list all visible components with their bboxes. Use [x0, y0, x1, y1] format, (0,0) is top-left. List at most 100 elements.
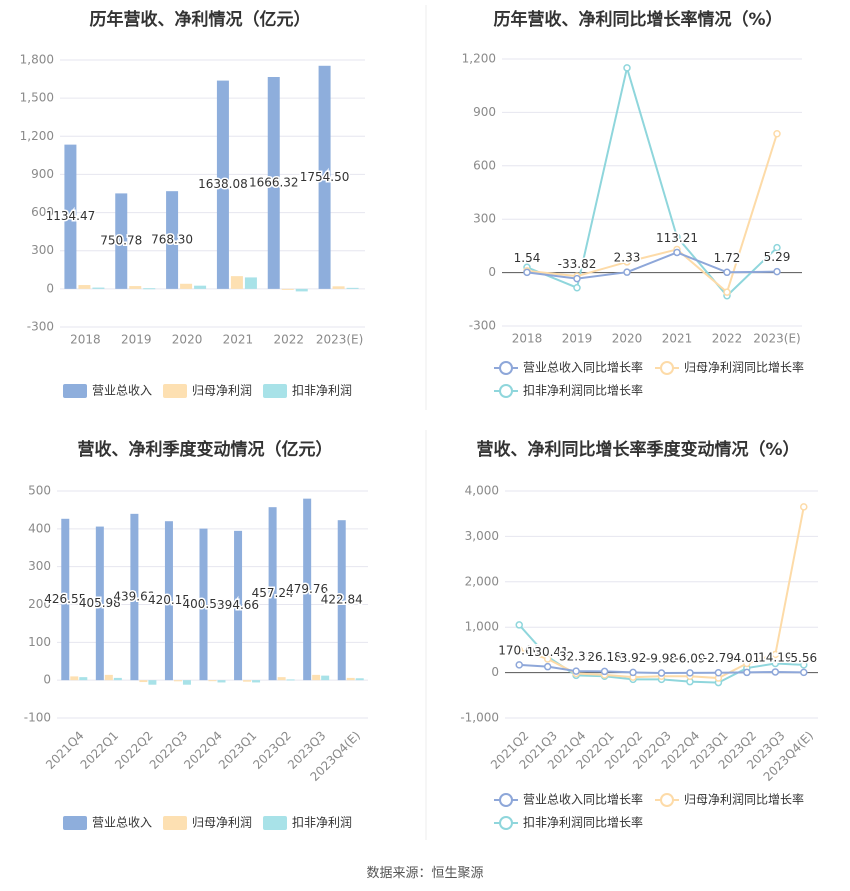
y-tick-label: 600 — [473, 158, 496, 172]
y-tick-label: 100 — [28, 635, 51, 649]
bar-revenue — [234, 530, 243, 681]
y-tick-label: 200 — [28, 597, 51, 611]
legend-marker — [499, 384, 513, 398]
bar-net-profit — [243, 680, 252, 682]
bar-deducted-profit — [148, 680, 157, 685]
bar-deducted-profit — [355, 678, 364, 681]
point-data-label: 170.66 — [498, 643, 540, 657]
data-point — [673, 233, 681, 241]
data-point — [686, 669, 694, 677]
data-point — [543, 662, 552, 671]
x-tick-label: 2021 — [662, 332, 693, 346]
bar-net-profit — [129, 286, 142, 289]
legend-swatch — [163, 384, 187, 398]
point-data-label: -2.79 — [703, 651, 734, 665]
y-tick-label: 600 — [31, 205, 54, 219]
point-data-label: 26.18 — [587, 650, 621, 664]
x-tick-label: 2021 — [223, 333, 254, 347]
bar-deducted-profit — [346, 287, 359, 289]
bar-net-profit — [173, 680, 182, 682]
data-point — [771, 650, 780, 659]
bar-data-label: 1754.50 — [300, 170, 350, 184]
legend-marker — [499, 361, 513, 375]
data-point — [773, 130, 781, 138]
data-point — [600, 667, 609, 676]
data-point — [800, 661, 808, 669]
quarterly-revenue-profit-bar-chart: 营收、净利季度变动情况（亿元）-10001002003004005002021Q… — [24, 439, 368, 830]
y-tick-label: 3,000 — [465, 529, 499, 543]
y-tick-label: 2,000 — [465, 574, 499, 588]
bar-net-profit — [346, 677, 355, 681]
bar-data-label: 1638.08 — [198, 177, 248, 191]
bar-net-profit — [180, 283, 193, 289]
point-data-label: 5.29 — [764, 250, 791, 264]
bar-revenue — [199, 528, 208, 681]
data-point — [714, 668, 723, 677]
x-tick-label: 2018 — [512, 332, 543, 346]
bar-deducted-profit — [113, 677, 122, 681]
data-point — [623, 258, 631, 266]
x-tick-label: 2018 — [70, 333, 101, 347]
bar-net-profit — [104, 674, 113, 681]
data-point — [573, 274, 581, 283]
legend-label: 营业总收入同比增长率 — [523, 792, 643, 807]
data-point — [800, 503, 808, 511]
series-line-0 — [526, 251, 778, 280]
annual-growth-rate-line-chart: 历年营收、净利同比增长率情况（%） -300 0 300 600 900 1,200 2018… — [462, 9, 804, 398]
x-tick-label: 2019 — [562, 332, 593, 346]
bar-deducted-profit — [252, 680, 261, 683]
legend-label: 营业总收入同比增长率 — [523, 360, 643, 375]
y-tick-label: 1,000 — [465, 620, 499, 634]
data-point — [523, 268, 531, 277]
annual-revenue-profit-bar-chart: 历年营收、净利情况（亿元） -300 0 300 600 900 1,200 1,500 1,8… — [20, 9, 365, 398]
data-point — [572, 667, 580, 675]
data-point — [573, 283, 581, 292]
y-tick-label: 4,000 — [465, 484, 499, 498]
data-point — [629, 668, 637, 677]
bar-revenue — [216, 80, 229, 289]
x-tick-label: 2022 — [273, 333, 304, 347]
y-tick-label: -300 — [27, 320, 54, 334]
data-point — [515, 646, 523, 654]
data-point — [543, 655, 552, 663]
data-point — [673, 248, 681, 257]
data-point — [723, 268, 731, 277]
x-tick-label: 2023(E) — [753, 332, 800, 346]
legend-label: 营业总收入 — [92, 384, 152, 398]
bar-data-label: 750.78 — [100, 234, 142, 248]
data-point — [623, 64, 631, 72]
bar-net-profit — [78, 285, 91, 289]
bar-data-label: 457.24 — [252, 586, 294, 600]
bar-data-label: 479.76 — [286, 582, 328, 596]
legend-label: 扣非净利润 — [292, 384, 352, 398]
legend-swatch — [263, 816, 287, 830]
data-point — [773, 243, 781, 252]
bar-data-label: 426.55 — [44, 592, 86, 606]
bar-net-profit — [277, 677, 286, 681]
bar-deducted-profit — [321, 675, 330, 681]
y-tick-label: 0 — [491, 665, 499, 679]
bar-net-profit — [230, 276, 243, 289]
y-tick-label: 1,800 — [20, 53, 54, 67]
y-tick-label: 0 — [46, 281, 54, 295]
legend-label: 归母净利润同比增长率 — [684, 792, 804, 807]
data-point — [743, 659, 751, 668]
legend-marker — [660, 793, 674, 807]
chart-title: 营收、净利季度变动情况（亿元） — [78, 439, 333, 460]
bar-net-profit — [70, 676, 79, 681]
x-tick-label: 2020 — [612, 332, 643, 346]
data-point — [623, 268, 631, 276]
bar-revenue — [337, 520, 346, 681]
bar-revenue — [318, 65, 331, 289]
data-point — [771, 659, 780, 668]
legend-swatch — [63, 816, 87, 830]
y-tick-label: 900 — [473, 105, 496, 119]
legend-marker — [499, 816, 513, 830]
y-tick-label: -100 — [24, 711, 51, 725]
chart-title: 营收、净利同比增长率季度变动情况（%） — [476, 439, 799, 460]
legend-label: 归母净利润同比增长率 — [684, 360, 804, 375]
y-tick-label: -300 — [469, 319, 496, 333]
point-data-label: 130.41 — [527, 645, 569, 659]
legend-swatch — [163, 816, 187, 830]
bar-net-profit — [312, 674, 321, 681]
